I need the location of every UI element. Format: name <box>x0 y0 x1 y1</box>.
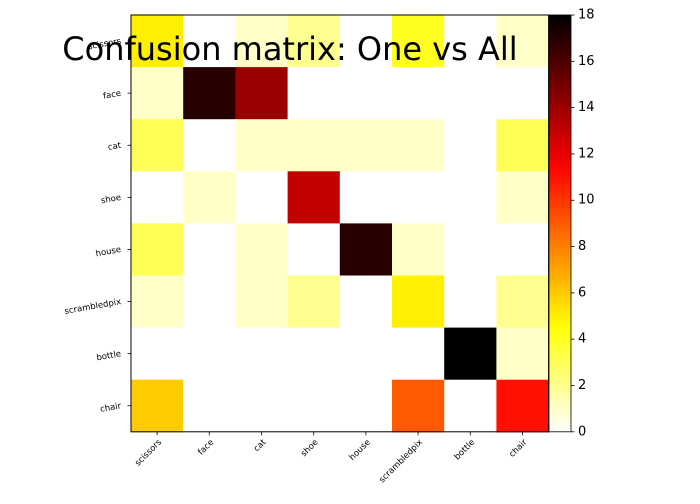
heatmap-cell <box>235 67 289 120</box>
y-tick-label: cat <box>107 141 122 153</box>
heatmap-cell <box>131 15 184 68</box>
heatmap-cell <box>392 379 445 433</box>
heatmap-cell <box>287 119 341 172</box>
heatmap-cell <box>444 379 497 433</box>
heatmap-cell <box>183 327 236 381</box>
heatmap-cell <box>339 275 393 329</box>
heatmap-cell <box>444 67 497 120</box>
heatmap-cell <box>131 171 184 224</box>
y-tick-label: face <box>102 89 122 102</box>
heatmap-cell <box>183 67 236 120</box>
x-tick-label: shoe <box>299 438 320 459</box>
heatmap-cell <box>444 171 497 224</box>
heatmap-cells <box>131 15 550 433</box>
colorbar-tick-label: 16 <box>578 54 595 69</box>
colorbar: 0 2 4 6 8 10 12 14 16 18 <box>548 8 595 439</box>
heatmap-cell <box>183 171 236 224</box>
heatmap-cell <box>496 379 550 433</box>
colorbar-tick-label: 10 <box>578 193 595 208</box>
heatmap-cell <box>444 327 497 381</box>
heatmap-cell <box>392 223 445 277</box>
heatmap-cell <box>392 275 445 329</box>
y-tick-label: chair <box>99 401 122 415</box>
heatmap-cell <box>496 171 550 224</box>
heatmap-cell <box>235 171 289 224</box>
plot-frame <box>130 14 550 433</box>
colorbar-tick-label: 8 <box>578 239 586 254</box>
heatmap-cell <box>444 15 497 68</box>
x-tick-label: house <box>348 438 373 463</box>
heatmap-cell <box>392 119 445 172</box>
colorbar-tick-label: 18 <box>578 8 595 23</box>
heatmap-cell <box>287 379 341 433</box>
y-tick-label: house <box>95 245 122 259</box>
x-tick-label: face <box>196 438 216 458</box>
heatmap-cell <box>392 327 445 381</box>
heatmap-cell <box>339 379 393 433</box>
heatmap-cell <box>444 275 497 329</box>
y-tick-label: scrambledpix <box>64 297 122 317</box>
heatmap-cell <box>287 275 341 329</box>
y-tick-label: shoe <box>100 193 122 206</box>
heatmap-cell <box>287 67 341 120</box>
heatmap-cell <box>235 327 289 381</box>
x-axis: scissors face cat shoe house scrambledpix bott… <box>133 431 530 486</box>
heatmap-cell <box>131 223 184 277</box>
heatmap-cell <box>339 223 393 277</box>
heatmap-cell <box>496 15 550 68</box>
heatmap-cell <box>444 119 497 172</box>
x-tick-label: scrambledpix <box>377 438 425 486</box>
colorbar-tick-label: 12 <box>578 146 595 161</box>
x-tick-label: scissors <box>133 437 164 468</box>
y-tick-label: bottle <box>96 349 122 363</box>
colorbar-tick-label: 2 <box>578 378 586 393</box>
heatmap-cell <box>131 379 184 433</box>
heatmap-cell <box>183 275 236 329</box>
heatmap-cell <box>235 223 289 277</box>
heatmap-cell <box>496 119 550 172</box>
heatmap-cell <box>235 15 289 68</box>
heatmap-cell <box>392 67 445 120</box>
x-tick-label: bottle <box>453 438 478 463</box>
heatmap-cell <box>339 15 393 68</box>
heatmap-cell <box>131 67 184 120</box>
colorbar-tick-label: 14 <box>578 100 595 115</box>
heatmap-cell <box>339 327 393 381</box>
colorbar-tick-label: 4 <box>578 332 586 347</box>
heatmap-cell <box>131 119 184 172</box>
heatmap-cell <box>444 223 497 277</box>
heatmap-cell <box>183 223 236 277</box>
heatmap-cell <box>235 275 289 329</box>
heatmap-cell <box>339 119 393 172</box>
heatmap-cell <box>183 119 236 172</box>
heatmap-cell <box>339 171 393 224</box>
heatmap-cell <box>339 67 393 120</box>
heatmap-cell <box>287 327 341 381</box>
heatmap-cell <box>287 223 341 277</box>
heatmap-cell <box>235 379 289 433</box>
heatmap-cell <box>183 15 236 68</box>
heatmap-cell <box>392 171 445 224</box>
colorbar-frame <box>548 14 572 433</box>
heatmap-cell <box>496 223 550 277</box>
heatmap-cell <box>496 327 550 381</box>
y-axis: scissors face cat shoe house scrambledpix bott… <box>64 37 131 415</box>
heatmap-cell <box>496 275 550 329</box>
y-tick-label: scissors <box>87 37 122 53</box>
colorbar-gradient <box>549 15 571 432</box>
colorbar-tick-label: 6 <box>578 285 586 300</box>
heatmap-cell <box>496 67 550 120</box>
colorbar-tick-label: 0 <box>578 424 586 439</box>
heatmap-cell <box>131 327 184 381</box>
x-tick-label: cat <box>252 437 269 454</box>
heatmap-cell <box>392 15 445 68</box>
heatmap-cell <box>287 171 341 224</box>
heatmap-cell <box>235 119 289 172</box>
heatmap-cell <box>287 15 341 68</box>
heatmap-cell <box>183 379 236 433</box>
heatmap-cell <box>131 275 184 329</box>
x-tick-label: chair <box>507 437 529 459</box>
